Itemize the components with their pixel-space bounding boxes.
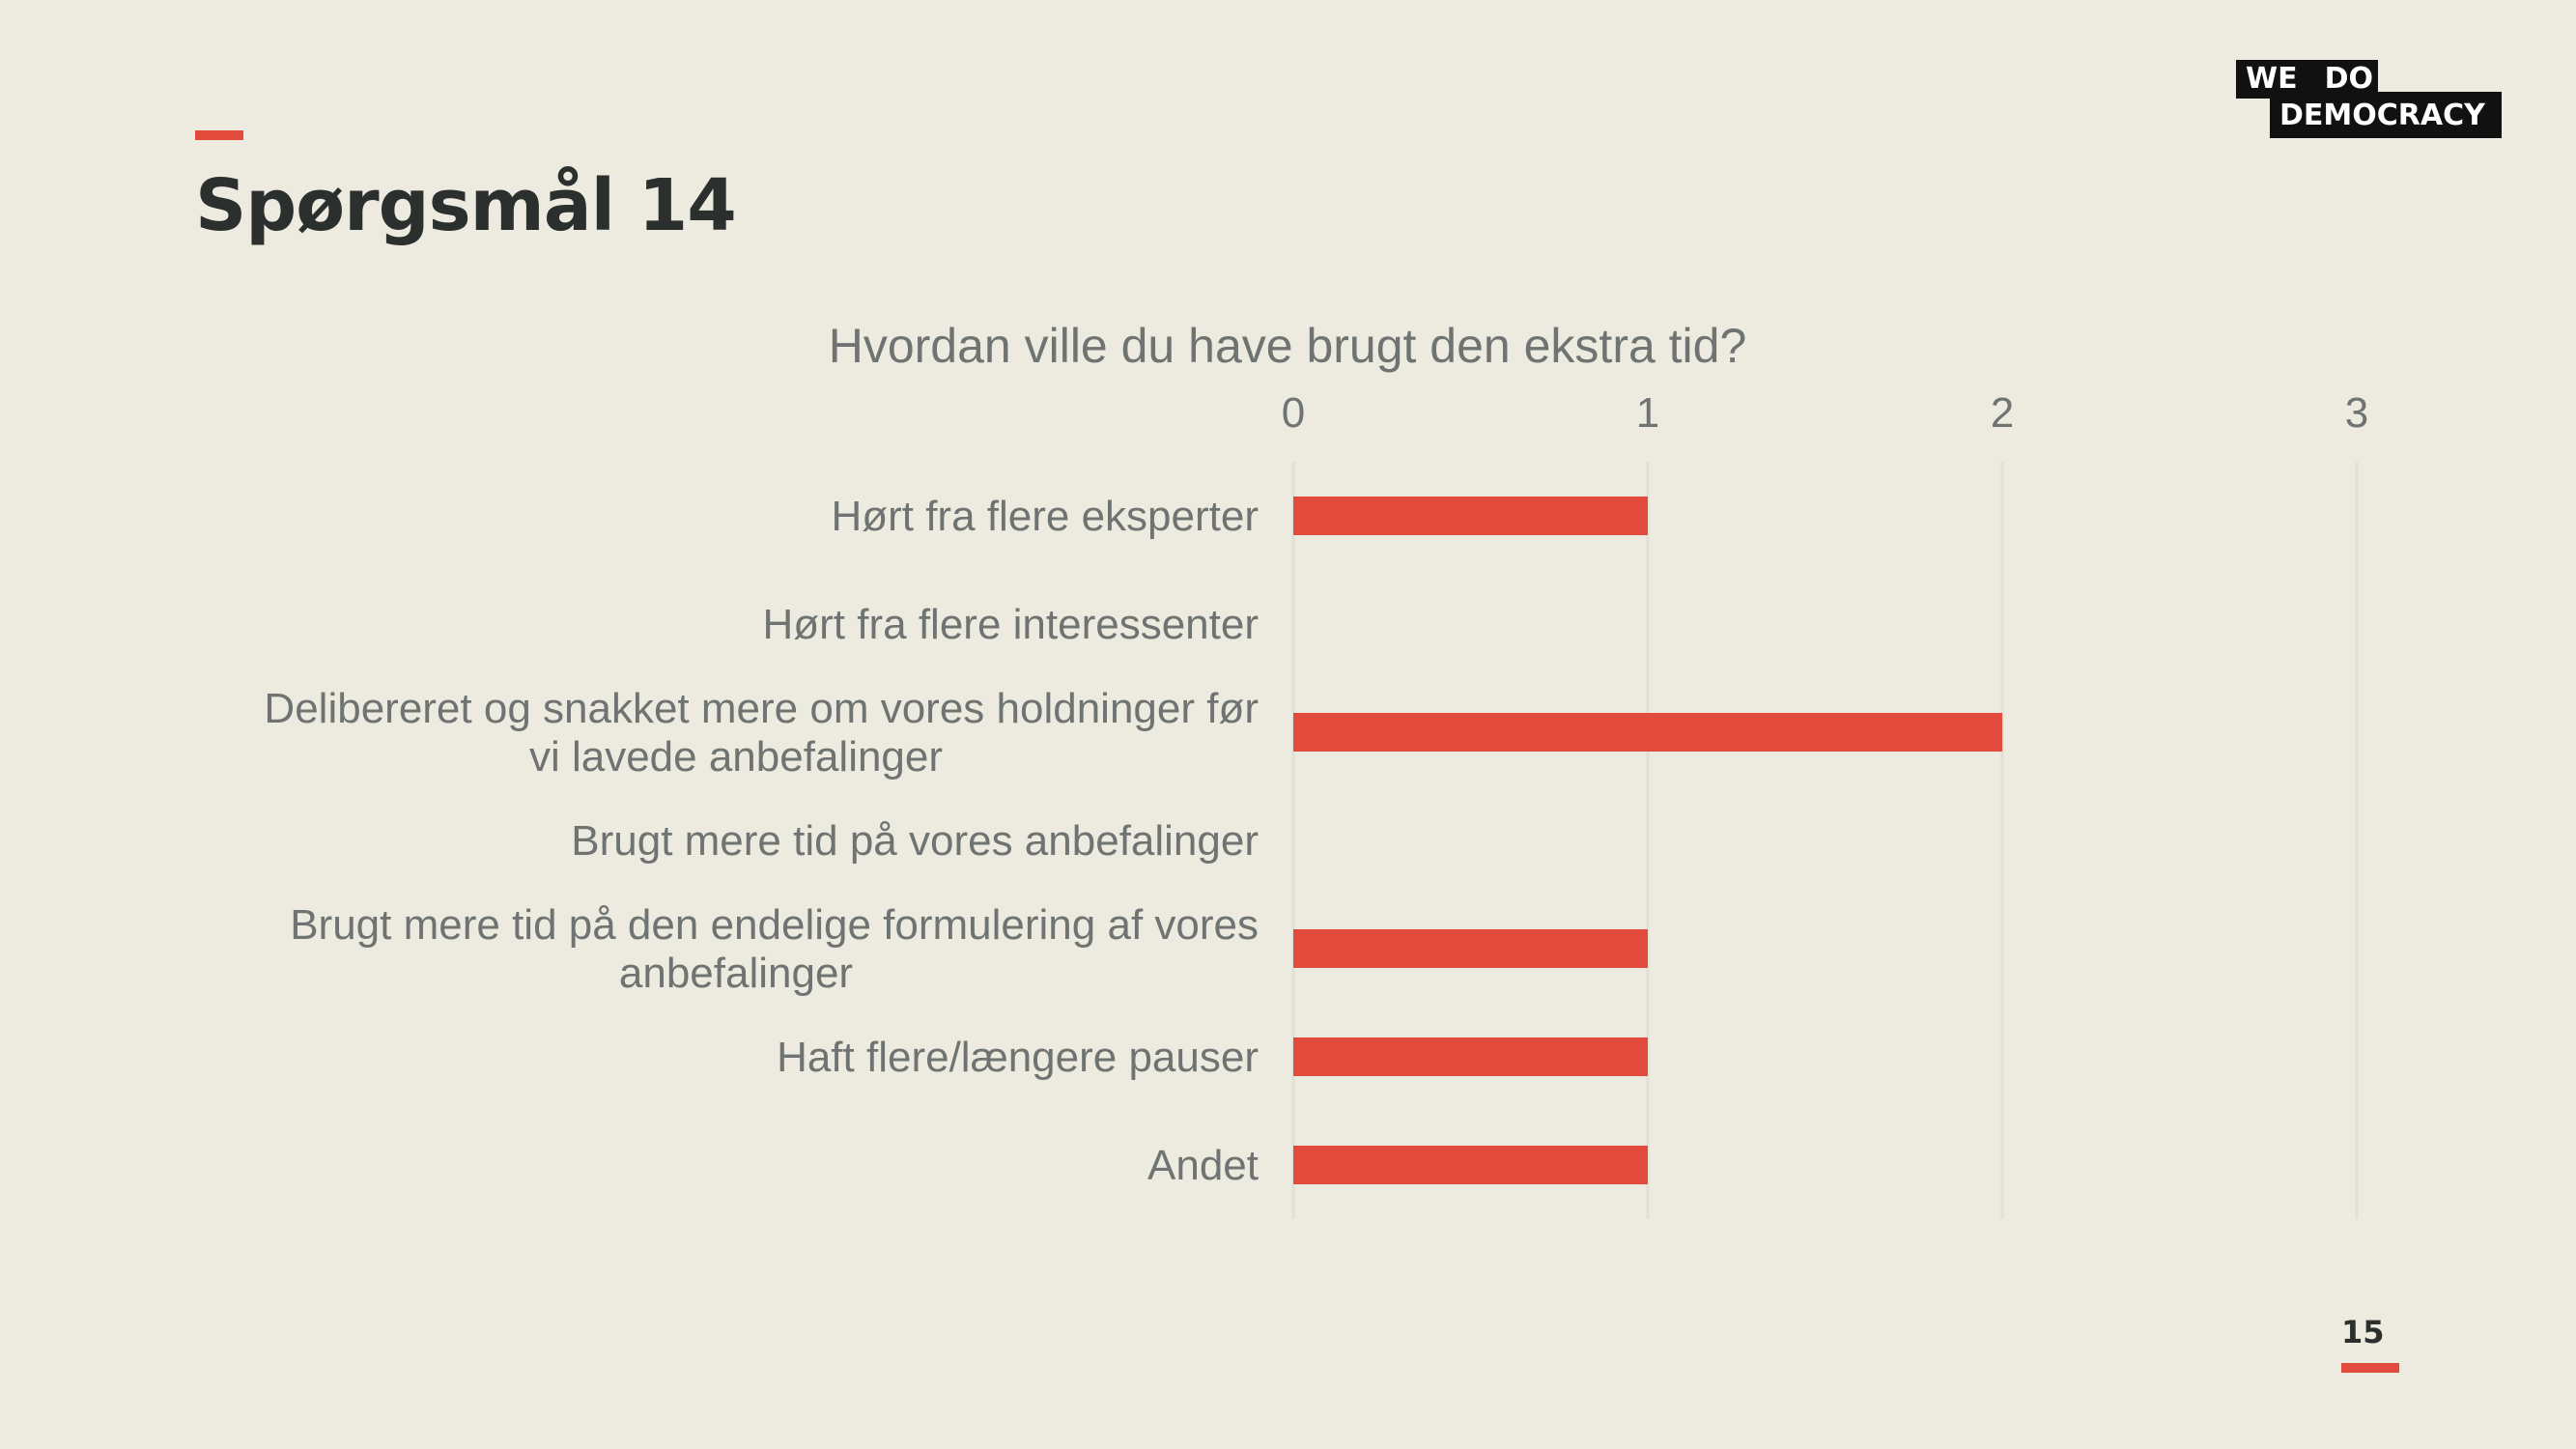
title-accent-dash (195, 130, 243, 140)
logo-word-we: WE (2246, 62, 2298, 96)
category-label-3: Brugt mere tid på vores anbefalinger (571, 817, 1259, 865)
category-label-0: Hørt fra flere eksperter (831, 493, 1259, 540)
slide-title: Spørgsmål 14 (195, 164, 737, 247)
category-labels: Hørt fra flere eksperter Hørt fra flere i… (264, 493, 1259, 1189)
bar-0 (1293, 497, 1648, 535)
page-accent-dash (2341, 1363, 2399, 1373)
bar-4 (1293, 929, 1648, 968)
chart-bars (1293, 497, 2002, 1184)
category-label-1: Hørt fra flere interessenter (763, 601, 1260, 648)
category-label-6: Andet (1147, 1142, 1259, 1189)
category-label-2-line-0: Delibereret og snakket mere om vores hol… (264, 685, 1259, 732)
x-axis-ticks: 0 1 2 3 (1282, 389, 2368, 437)
x-tick-label-3: 3 (2345, 389, 2368, 437)
page-number: 15 (2341, 1314, 2385, 1350)
bar-2 (1293, 713, 2002, 752)
chart-gridlines (1291, 462, 2359, 1219)
x-tick-label-0: 0 (1282, 389, 1305, 437)
we-do-democracy-logo: WE DO DEMOCRACY (2236, 60, 2502, 138)
category-label-5: Haft flere/længere pauser (777, 1034, 1259, 1081)
x-tick-label-2: 2 (1991, 389, 2014, 437)
chart-title: Hvordan ville du have brugt den ekstra t… (829, 319, 1747, 373)
logo-word-do: DO (2324, 62, 2373, 96)
category-label-2-line-1: vi lavede anbefalinger (529, 733, 943, 781)
category-label-4-line-1: anbefalinger (619, 950, 853, 997)
x-tick-label-1: 1 (1636, 389, 1659, 437)
bar-5 (1293, 1037, 1648, 1076)
category-label-4-line-0: Brugt mere tid på den endelige formuleri… (290, 901, 1259, 949)
bar-6 (1293, 1146, 1648, 1184)
logo-line-2: DEMOCRACY (2270, 92, 2502, 138)
